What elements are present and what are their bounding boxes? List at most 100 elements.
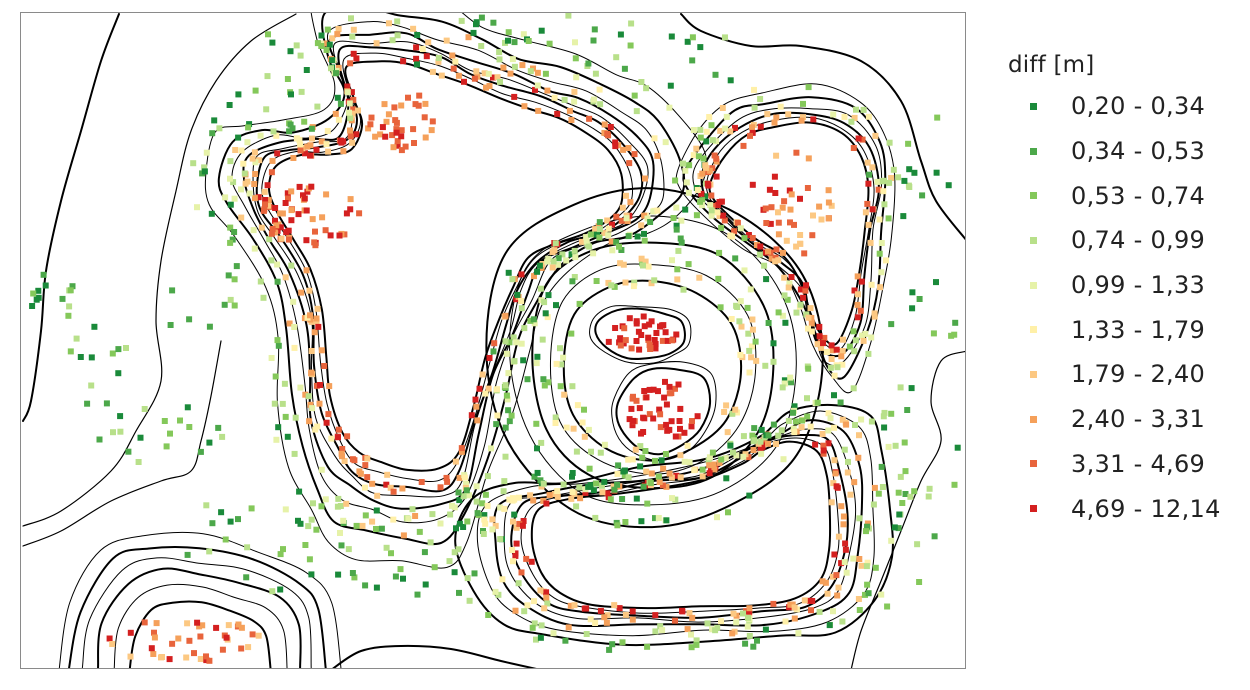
sample-point xyxy=(749,181,756,188)
sample-point xyxy=(851,348,858,355)
contour-line xyxy=(22,340,222,547)
sample-point xyxy=(834,364,841,371)
sample-point xyxy=(484,502,491,509)
sample-point xyxy=(339,453,345,460)
sample-point xyxy=(302,542,309,548)
sample-point xyxy=(304,188,311,195)
sample-point xyxy=(672,177,679,184)
sample-point xyxy=(948,332,955,339)
legend-swatch xyxy=(1030,102,1037,110)
sample-point xyxy=(573,74,580,81)
sample-point xyxy=(640,313,647,320)
sample-point xyxy=(435,58,442,65)
sample-point xyxy=(551,247,558,254)
sample-point xyxy=(723,113,730,120)
sample-point xyxy=(713,173,720,180)
sample-point xyxy=(425,39,432,46)
legend-swatch xyxy=(1030,415,1037,423)
sample-point xyxy=(609,221,615,228)
sample-point xyxy=(732,124,738,131)
sample-point xyxy=(378,525,385,532)
sample-point xyxy=(343,210,350,217)
sample-point xyxy=(368,114,375,121)
sample-point xyxy=(757,123,764,130)
sample-point xyxy=(471,570,478,577)
sample-point xyxy=(829,347,836,354)
sample-point xyxy=(680,286,687,293)
sample-point xyxy=(177,417,183,424)
sample-point xyxy=(431,564,438,571)
sample-point xyxy=(560,354,567,361)
sample-point xyxy=(704,620,711,627)
sample-point xyxy=(895,489,902,496)
sample-point xyxy=(583,234,590,241)
sample-point xyxy=(347,60,354,67)
sample-point xyxy=(347,206,354,213)
sample-point xyxy=(463,481,470,487)
sample-point xyxy=(500,488,507,495)
sample-point xyxy=(788,379,795,386)
sample-point xyxy=(655,515,662,521)
sample-point xyxy=(711,466,718,473)
sample-point xyxy=(295,211,302,218)
sample-point xyxy=(319,214,326,221)
sample-point xyxy=(524,376,531,383)
sample-point xyxy=(843,421,850,428)
sample-point xyxy=(201,164,208,171)
sample-point xyxy=(728,316,735,322)
sample-point xyxy=(850,385,857,392)
sample-point xyxy=(186,316,193,323)
sample-point xyxy=(479,500,486,507)
sample-point xyxy=(582,489,589,496)
sample-point xyxy=(685,189,692,196)
sample-point xyxy=(745,330,752,337)
sample-point xyxy=(421,549,428,556)
sample-point xyxy=(365,125,372,132)
sample-point xyxy=(791,403,798,410)
sample-point xyxy=(919,192,926,199)
sample-point xyxy=(243,574,250,581)
sample-point xyxy=(318,347,325,354)
sample-point xyxy=(272,229,279,236)
sample-point xyxy=(88,382,95,389)
sample-point xyxy=(779,312,786,319)
sample-point xyxy=(506,339,513,346)
sample-point xyxy=(455,489,462,496)
sample-point xyxy=(843,569,850,576)
sample-point xyxy=(506,418,513,425)
sample-point xyxy=(614,481,621,488)
sample-point xyxy=(790,409,796,416)
sample-point xyxy=(347,133,354,140)
sample-point xyxy=(252,87,259,94)
sample-point xyxy=(337,100,344,107)
sample-point xyxy=(633,397,640,404)
sample-point xyxy=(286,128,293,135)
sample-point xyxy=(637,463,644,470)
sample-point xyxy=(550,258,557,265)
sample-point xyxy=(127,653,134,660)
sample-point xyxy=(829,573,836,580)
sample-point xyxy=(338,139,345,146)
sample-point xyxy=(753,357,760,364)
sample-point xyxy=(287,48,294,55)
sample-point xyxy=(252,171,259,177)
sample-point xyxy=(791,221,797,228)
sample-point xyxy=(713,155,720,162)
sample-point xyxy=(666,470,673,477)
sample-point xyxy=(583,238,590,245)
sample-point xyxy=(864,200,871,207)
sample-point xyxy=(364,455,371,462)
sample-point xyxy=(865,180,872,187)
sample-point xyxy=(845,458,851,465)
sample-point xyxy=(648,318,655,325)
sample-point xyxy=(719,105,726,111)
sample-point xyxy=(303,207,310,214)
sample-point xyxy=(689,418,695,424)
map-frame[interactable] xyxy=(20,12,966,669)
sample-point xyxy=(657,424,664,431)
sample-point xyxy=(249,155,256,162)
sample-point xyxy=(746,632,753,639)
sample-point xyxy=(808,607,814,614)
sample-point xyxy=(570,425,577,432)
sample-point xyxy=(848,118,855,125)
